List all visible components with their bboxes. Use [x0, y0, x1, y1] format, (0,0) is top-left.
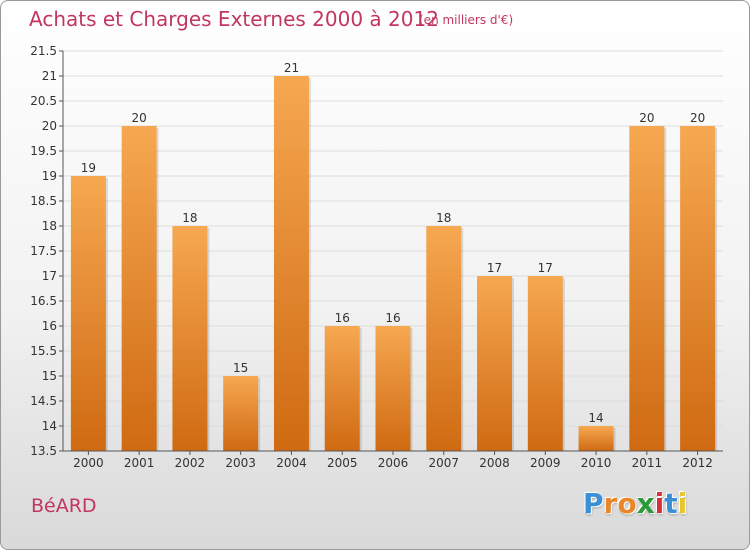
bar-2011	[629, 126, 665, 451]
data-label: 21	[284, 61, 299, 75]
data-label: 20	[639, 111, 654, 125]
logo-letter: o	[617, 487, 637, 520]
bars	[70, 76, 718, 451]
chart-subtitle: (en milliers d'€)	[419, 13, 514, 27]
logo-letter: i	[654, 487, 665, 520]
data-label: 20	[690, 111, 705, 125]
x-tick-label: 2004	[276, 456, 307, 470]
logo-letter: t	[664, 487, 678, 520]
x-tick-label: 2010	[581, 456, 612, 470]
y-tick-label: 16	[42, 319, 57, 333]
data-label: 18	[436, 211, 451, 225]
y-tick-label: 16.5	[30, 294, 57, 308]
y-tick-label: 17.5	[30, 244, 57, 258]
x-tick-label: 2008	[479, 456, 510, 470]
y-tick-label: 14.5	[30, 394, 57, 408]
labels: 13.5 14 14.5 15 15.5 16 16.5 17 17.5 18 18.5 19 19.5…	[30, 44, 713, 470]
x-tick-label: 2002	[175, 456, 206, 470]
bar-2008	[477, 276, 513, 451]
bar-2002	[172, 226, 208, 451]
data-label: 17	[538, 261, 553, 275]
bar-2007	[426, 226, 462, 451]
logo-letter: x	[636, 487, 655, 520]
y-tick-label: 19	[42, 169, 57, 183]
y-tick-label: 21	[42, 69, 57, 83]
bar-2005	[324, 326, 360, 451]
chart-title: Achats et Charges Externes 2000 à 2012	[29, 7, 439, 31]
y-tick-label: 20	[42, 119, 57, 133]
data-label: 14	[588, 411, 603, 425]
y-tick-label: 15	[42, 369, 57, 383]
x-tick-label: 2005	[327, 456, 358, 470]
bar-2004	[273, 76, 309, 451]
data-label: 17	[487, 261, 502, 275]
y-tick-label: 13.5	[30, 444, 57, 458]
x-tick-label: 2000	[73, 456, 104, 470]
data-label: 20	[132, 111, 147, 125]
x-tick-label: 2012	[682, 456, 713, 470]
bar-2010	[578, 426, 614, 451]
logo-letter: r	[603, 487, 618, 520]
proxiti-logo[interactable]: Proxiti	[583, 487, 687, 520]
y-tick-label: 14	[42, 419, 57, 433]
bar-2012	[680, 126, 716, 451]
y-tick-label: 19.5	[30, 144, 57, 158]
y-tick-label: 21.5	[30, 44, 57, 58]
x-tick-label: 2006	[378, 456, 409, 470]
y-tick-label: 18	[42, 219, 57, 233]
data-label: 16	[335, 311, 350, 325]
data-label: 16	[385, 311, 400, 325]
x-tick-label: 2009	[530, 456, 561, 470]
x-tick-label: 2011	[632, 456, 663, 470]
data-label: 19	[81, 161, 96, 175]
bar-2009	[527, 276, 563, 451]
logo-letter: P	[583, 487, 604, 520]
axes	[59, 50, 723, 455]
bar-2001	[121, 126, 157, 451]
y-tick-label: 20.5	[30, 94, 57, 108]
bar-2000	[70, 176, 106, 451]
commune-name: BéARD	[31, 495, 97, 517]
y-tick-label: 17	[42, 269, 57, 283]
data-label: 15	[233, 361, 248, 375]
x-tick-label: 2007	[428, 456, 459, 470]
x-tick-label: 2001	[124, 456, 155, 470]
data-label: 18	[182, 211, 197, 225]
y-tick-label: 15.5	[30, 344, 57, 358]
bar-2006	[375, 326, 411, 451]
x-tick-label: 2003	[225, 456, 256, 470]
bar-2003	[223, 376, 259, 451]
y-tick-label: 18.5	[30, 194, 57, 208]
logo-letter: i	[677, 487, 688, 520]
